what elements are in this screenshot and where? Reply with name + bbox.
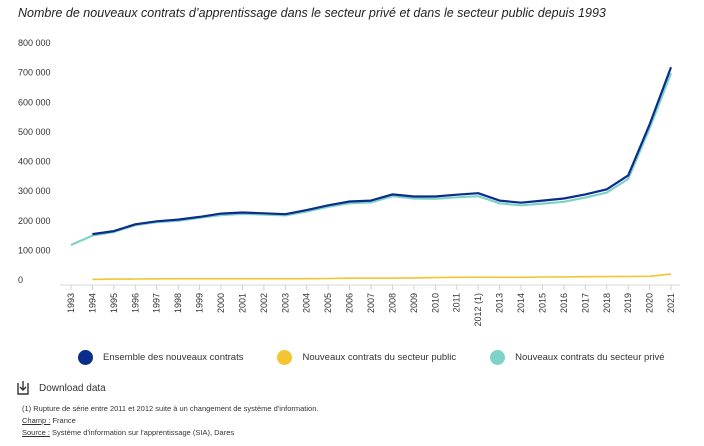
y-tick-label: 200 000 <box>18 216 51 226</box>
x-tick-label: 2014 <box>516 293 526 313</box>
footnote-champ: Champ : France <box>22 415 318 427</box>
x-tick-label: 2008 <box>387 293 397 313</box>
source-value: Système d'information sur l'apprentissag… <box>49 428 235 437</box>
x-tick-label: 2002 <box>259 293 269 313</box>
y-tick-label: 100 000 <box>18 245 51 255</box>
y-tick-label: 300 000 <box>18 186 51 196</box>
legend: Ensemble des nouveaux contrats Nouveaux … <box>78 350 699 365</box>
x-tick-label: 2006 <box>345 293 355 313</box>
y-tick-label: 600 000 <box>18 97 51 107</box>
download-icon <box>17 381 29 395</box>
footnotes: (1) Rupture de série entre 2011 et 2012 … <box>22 403 318 439</box>
x-tick-label: 2012 (1) <box>473 293 483 327</box>
x-tick-label: 2011 <box>452 293 462 312</box>
legend-item-ensemble[interactable]: Ensemble des nouveaux contrats <box>78 350 243 365</box>
download-data-label: Download data <box>39 382 106 394</box>
x-tick-label: 2001 <box>237 293 247 313</box>
x-tick-label: 2018 <box>602 293 612 313</box>
x-tick-label: 2005 <box>323 293 333 313</box>
x-tick-label: 2016 <box>559 293 569 313</box>
x-tick-label: 2015 <box>537 293 547 313</box>
chart-title: Nombre de nouveaux contrats d’apprentiss… <box>18 6 606 20</box>
legend-label-ensemble: Ensemble des nouveaux contrats <box>103 352 244 363</box>
y-tick-label: 0 <box>18 275 23 285</box>
champ-label: Champ : <box>22 416 51 425</box>
footnote-rupture: (1) Rupture de série entre 2011 et 2012 … <box>22 404 319 413</box>
x-tick-label: 2009 <box>409 293 419 313</box>
x-tick-label: 2017 <box>580 293 590 313</box>
series-line-public <box>92 273 672 281</box>
x-tick-label: 1997 <box>152 293 162 313</box>
legend-label-public: Nouveaux contrats du secteur public <box>302 352 457 363</box>
x-tick-label: 1999 <box>195 293 205 313</box>
x-tick-label: 2007 <box>366 293 376 313</box>
legend-item-prive[interactable]: Nouveaux contrats du secteur privé <box>490 350 665 365</box>
x-tick-label: 2019 <box>623 293 633 313</box>
x-tick-label: 2004 <box>302 293 312 313</box>
x-tick-label: 1996 <box>130 293 140 313</box>
footnote-source: Source : Système d'information sur l'app… <box>22 427 318 439</box>
y-tick-label: 500 000 <box>18 127 51 137</box>
download-data-button[interactable]: Download data <box>17 381 106 395</box>
x-tick-label: 2000 <box>216 293 226 313</box>
legend-swatch-ensemble <box>78 350 93 365</box>
y-tick-label: 400 000 <box>18 157 51 167</box>
x-tick-label: 1995 <box>109 293 119 313</box>
line-chart: 0 100 000 200 000 300 000 400 000 500 000 600 … <box>18 38 680 327</box>
y-tick-label: 700 000 <box>18 68 51 78</box>
x-tick-label: 2013 <box>495 293 505 313</box>
x-tick-label: 2021 <box>666 293 676 313</box>
x-tick-label: 1998 <box>173 293 183 313</box>
legend-swatch-prive <box>490 350 506 365</box>
series-line-prive <box>70 72 673 247</box>
legend-label-prive: Nouveaux contrats du secteur privé <box>515 352 665 363</box>
x-tick-label: 1994 <box>87 293 97 313</box>
y-tick-label: 800 000 <box>18 38 51 48</box>
x-axis: 1993 1994 1995 1996 1997 1998 1999 2000 2001 2002… <box>66 285 676 327</box>
series-group <box>70 66 673 281</box>
x-tick-label: 2020 <box>645 293 655 313</box>
legend-item-public[interactable]: Nouveaux contrats du secteur public <box>277 350 456 365</box>
source-label: Source : <box>22 428 50 437</box>
champ-value: France <box>50 416 76 425</box>
x-tick-label: 2010 <box>430 293 440 313</box>
x-tick-label: 1993 <box>66 293 76 313</box>
series-line-ensemble <box>92 66 673 236</box>
x-tick-label: 2003 <box>280 293 290 313</box>
legend-swatch-public <box>277 350 293 365</box>
y-axis: 0 100 000 200 000 300 000 400 000 500 000 600 … <box>18 38 51 285</box>
